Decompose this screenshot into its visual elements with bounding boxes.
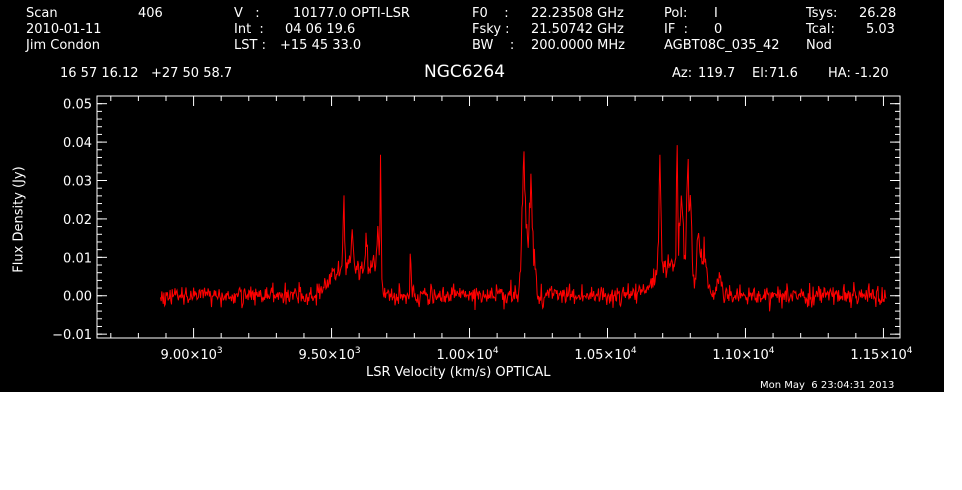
y-axis-label: Flux Density (Jy): [11, 166, 27, 273]
observer-name: Jim Condon: [26, 38, 100, 53]
y-tick-label: 0.00: [63, 290, 92, 305]
y-tick-label: −0.01: [52, 328, 92, 343]
fsky-value: 21.50742 GHz: [531, 22, 624, 37]
x-axis-label: LSR Velocity (km/s) OPTICAL: [366, 365, 551, 380]
f0-label: F0 :: [472, 6, 509, 21]
spectrum-chart: −0.01 0.00 0.01 0.02 0.03 0.04 0.05 9.00×103 9.5…: [52, 95, 913, 363]
scan-label: Scan: [26, 6, 58, 21]
lst-value: +15 45 33.0: [280, 38, 362, 53]
spectrum-trace: [160, 145, 887, 312]
y-tick-label: 0.03: [63, 175, 92, 190]
timestamp: Mon May 6 23:04:31 2013: [760, 380, 895, 391]
x-tick-label: 1.00×104: [436, 346, 498, 363]
plot-panel: Scan 406 V : 10177.0 OPTI-LSR F0 : 22.23…: [0, 0, 944, 392]
x-tick-label: 1.10×104: [712, 346, 774, 363]
pol-label: Pol:: [664, 6, 688, 21]
tcal-value: 5.03: [866, 22, 895, 37]
fsky-label: Fsky :: [472, 22, 510, 37]
velocity-value: 10177.0 OPTI-LSR: [293, 6, 410, 21]
x-tick-label: 1.05×104: [574, 346, 636, 363]
procedure-name: Nod: [806, 38, 832, 53]
az-value: 119.7: [698, 66, 736, 81]
int-label: Int :: [234, 22, 264, 37]
ha-label: HA:: [828, 66, 851, 81]
ha-value: -1.20: [855, 66, 889, 81]
y-tick-label: 0.01: [63, 251, 92, 266]
el-value: 71.6: [769, 66, 798, 81]
tsys-label: Tsys:: [806, 6, 838, 21]
y-tick-label: 0.05: [63, 98, 92, 113]
tcal-label: Tcal:: [806, 22, 835, 37]
if-value: 0: [714, 22, 723, 37]
bw-label: BW :: [472, 38, 515, 53]
x-tick-label: 1.15×104: [850, 346, 912, 363]
int-value: 04 06 19.6: [285, 22, 356, 37]
el-label: El:: [752, 66, 769, 81]
az-label: Az:: [672, 66, 693, 81]
tsys-value: 26.28: [859, 6, 897, 21]
chart-title: NGC6264: [424, 62, 506, 82]
x-tick-label: 9.00×103: [161, 346, 223, 363]
plot-frame: [96, 95, 901, 339]
pol-value: I: [714, 6, 718, 21]
obs-date: 2010-01-11: [26, 22, 102, 37]
bw-value: 200.0000 MHz: [531, 38, 625, 53]
source-coordinates: 16 57 16.12 +27 50 58.7: [60, 66, 233, 81]
if-label: IF :: [664, 22, 688, 37]
velocity-label: V :: [234, 6, 260, 21]
project-id: AGBT08C_035_42: [664, 38, 780, 53]
f0-value: 22.23508 GHz: [531, 6, 624, 21]
x-tick-label: 9.50×103: [298, 346, 360, 363]
lst-label: LST :: [234, 38, 266, 53]
y-tick-label: 0.04: [63, 136, 92, 151]
scan-value: 406: [138, 6, 163, 21]
y-tick-label: 0.02: [63, 213, 92, 228]
